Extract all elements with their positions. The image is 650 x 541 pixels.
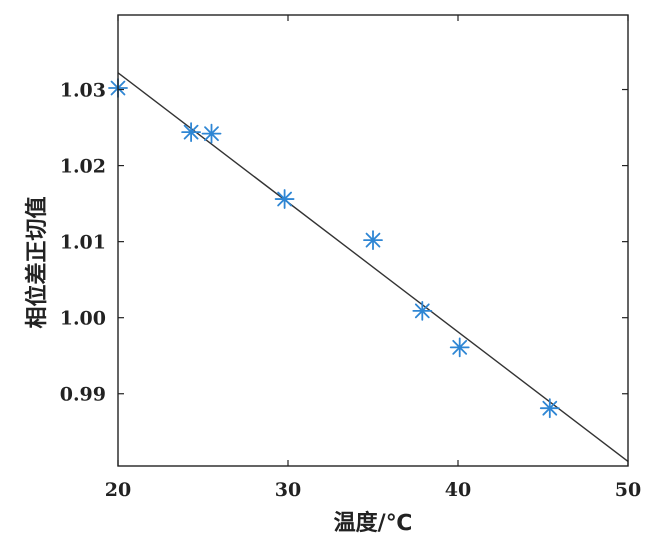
data-point: [539, 398, 560, 419]
data-point: [363, 230, 383, 251]
y-tick-label: 1.02: [60, 156, 106, 178]
x-tick-label: 50: [615, 479, 641, 501]
y-axis-label: 相位差正切值: [24, 196, 50, 328]
data-point: [181, 122, 202, 143]
marker-stroke: [414, 303, 430, 319]
fit-line-layer: [117, 72, 629, 462]
y-tick-label: 1.01: [60, 232, 106, 254]
x-axis-label: 温度/℃: [334, 510, 413, 536]
data-point: [412, 300, 433, 321]
marker-stroke: [277, 191, 292, 207]
data-point: [201, 123, 222, 144]
x-tick-label: 20: [105, 479, 131, 501]
marker-stroke: [365, 232, 381, 248]
marker-stroke: [183, 124, 199, 140]
tick-labels: 20 30 40 50 0.99 1.00 1.01 1.02 1.03: [60, 80, 642, 501]
axes: [117, 14, 629, 467]
marker-stroke: [204, 126, 219, 142]
data-point: [274, 189, 295, 209]
x-tick-label: 30: [275, 479, 301, 501]
x-tick-label: 40: [445, 479, 471, 501]
plot-frame: [117, 14, 629, 467]
marker-stroke: [452, 339, 468, 355]
y-tick-label: 0.99: [60, 384, 106, 406]
fit-line: [117, 72, 629, 462]
y-tick-label: 1.00: [60, 308, 106, 330]
y-tick-label: 1.03: [60, 80, 106, 102]
marker-layer: [108, 78, 560, 419]
data-point: [449, 337, 470, 358]
marker-stroke: [542, 400, 558, 416]
